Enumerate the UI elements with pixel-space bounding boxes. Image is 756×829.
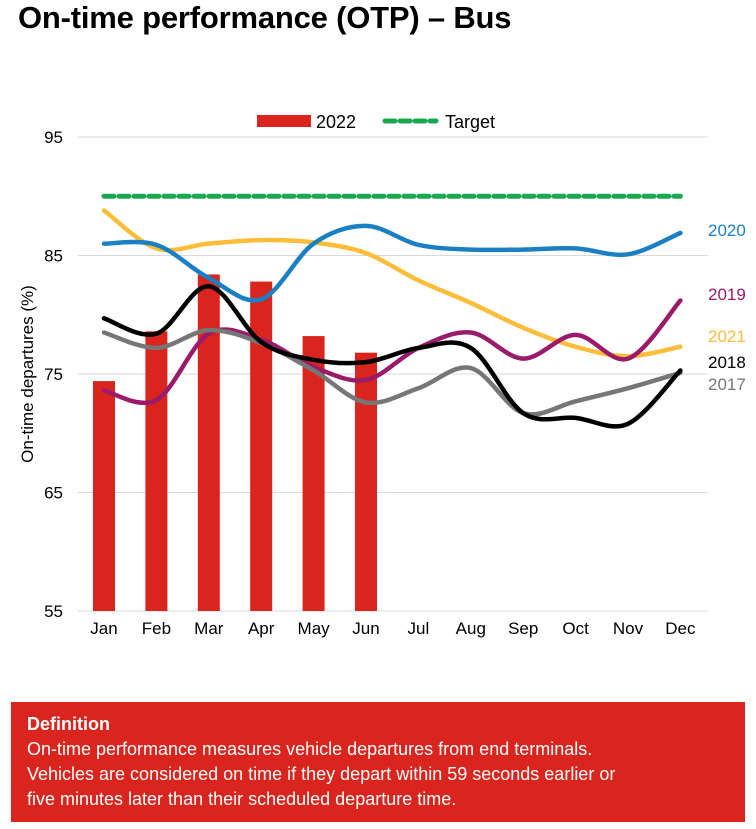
series-label-2021: 2021	[708, 327, 746, 346]
x-tick-label: Aug	[456, 619, 486, 638]
bar-2022-mar	[197, 274, 220, 611]
bar-2022-feb	[145, 331, 168, 611]
x-tick-label: Jun	[352, 619, 379, 638]
year-lines	[101, 208, 683, 429]
x-axis-ticks: Jan Feb Mar Apr May Jun Jul Aug Sep Oct Nov Dec	[90, 619, 696, 638]
series-label-2019: 2019	[708, 285, 746, 304]
legend-label-target: Target	[445, 112, 495, 132]
x-tick-label: Dec	[665, 619, 696, 638]
series-label-2018: 2018	[708, 353, 746, 372]
x-tick-label: Jul	[408, 619, 430, 638]
bar-2022-may	[302, 336, 325, 611]
definition-heading: Definition	[27, 714, 110, 734]
page-title: On-time performance (OTP) – Bus	[18, 0, 512, 35]
x-tick-label: May	[298, 619, 331, 638]
definition-line: On-time performance measures vehicle dep…	[27, 739, 593, 759]
x-tick-label: Oct	[562, 619, 589, 638]
line-2017	[101, 327, 683, 417]
gridlines	[78, 136, 708, 612]
series-labels: 2020 2019 2021 2018 2017	[708, 221, 746, 394]
series-label-2017: 2017	[708, 375, 746, 394]
y-tick-label: 65	[44, 484, 63, 503]
definition-line: five minutes later than their scheduled …	[27, 789, 457, 809]
definition-line: Vehicles are considered on time if they …	[27, 764, 616, 784]
x-tick-label: Jan	[90, 619, 117, 638]
y-axis-label: On-time departures (%)	[18, 285, 37, 463]
line-2021	[101, 208, 683, 359]
bar-2022-jun	[355, 352, 377, 611]
legend-swatch-2022	[257, 115, 311, 127]
legend-label-2022: 2022	[316, 112, 356, 132]
line-2019	[101, 298, 683, 406]
definition-box: Definition On-time performance measures …	[11, 702, 745, 822]
y-axis-ticks: 55 65 75 85 95	[44, 128, 63, 621]
x-tick-label: Sep	[508, 619, 538, 638]
legend: 2022 Target	[257, 112, 495, 132]
x-tick-label: Apr	[248, 619, 275, 638]
line-2020	[101, 223, 683, 303]
y-tick-label: 75	[44, 365, 63, 384]
x-tick-label: Feb	[142, 619, 171, 638]
bars-2022	[93, 274, 377, 611]
bar-2022-jan	[93, 381, 115, 611]
bar-2022-apr	[250, 281, 273, 611]
y-tick-label: 95	[44, 128, 63, 147]
line-2018	[101, 284, 683, 429]
series-label-2020: 2020	[708, 221, 746, 240]
y-tick-label: 55	[44, 602, 63, 621]
x-tick-label: Mar	[194, 619, 224, 638]
x-tick-label: Nov	[613, 619, 644, 638]
y-tick-label: 85	[44, 247, 63, 266]
